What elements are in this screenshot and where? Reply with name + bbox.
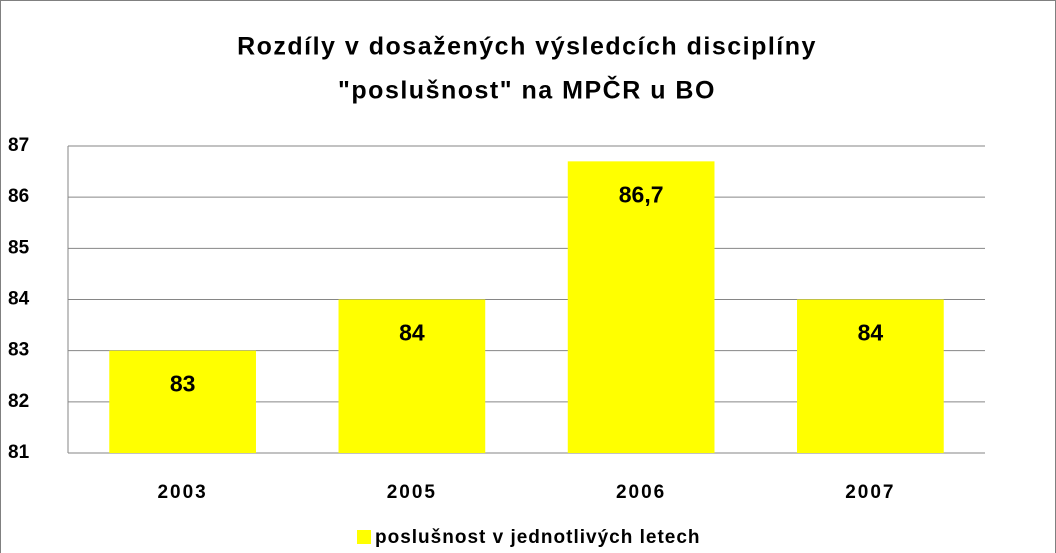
y-tick-label: 84 <box>8 289 30 310</box>
legend-label: poslušnost v jednotlivých letech <box>375 527 701 548</box>
data-label: 86,7 <box>619 181 664 207</box>
y-tick-label: 85 <box>8 237 30 258</box>
bar <box>109 350 256 453</box>
bar <box>567 161 715 453</box>
x-tick-label: 2003 <box>157 482 207 503</box>
bar <box>797 299 944 453</box>
x-tick-label: 2005 <box>387 482 437 503</box>
bar <box>338 299 486 453</box>
data-label: 84 <box>858 320 884 346</box>
data-label: 83 <box>170 371 196 397</box>
y-tick-label: 87 <box>8 135 29 156</box>
y-tick-label: 81 <box>8 442 30 463</box>
x-tick-label: 2007 <box>845 482 895 503</box>
data-label: 84 <box>399 320 425 346</box>
chart-title: Rozdíly v dosažených výsledcích disciplí… <box>237 33 817 61</box>
y-tick-label: 86 <box>8 186 29 207</box>
chart-title: "poslušnost" na MPČR u BO <box>338 75 716 105</box>
y-tick-label: 83 <box>8 340 29 361</box>
x-tick-label: 2006 <box>616 482 666 503</box>
legend-swatch <box>357 530 371 544</box>
y-tick-label: 82 <box>8 391 29 412</box>
